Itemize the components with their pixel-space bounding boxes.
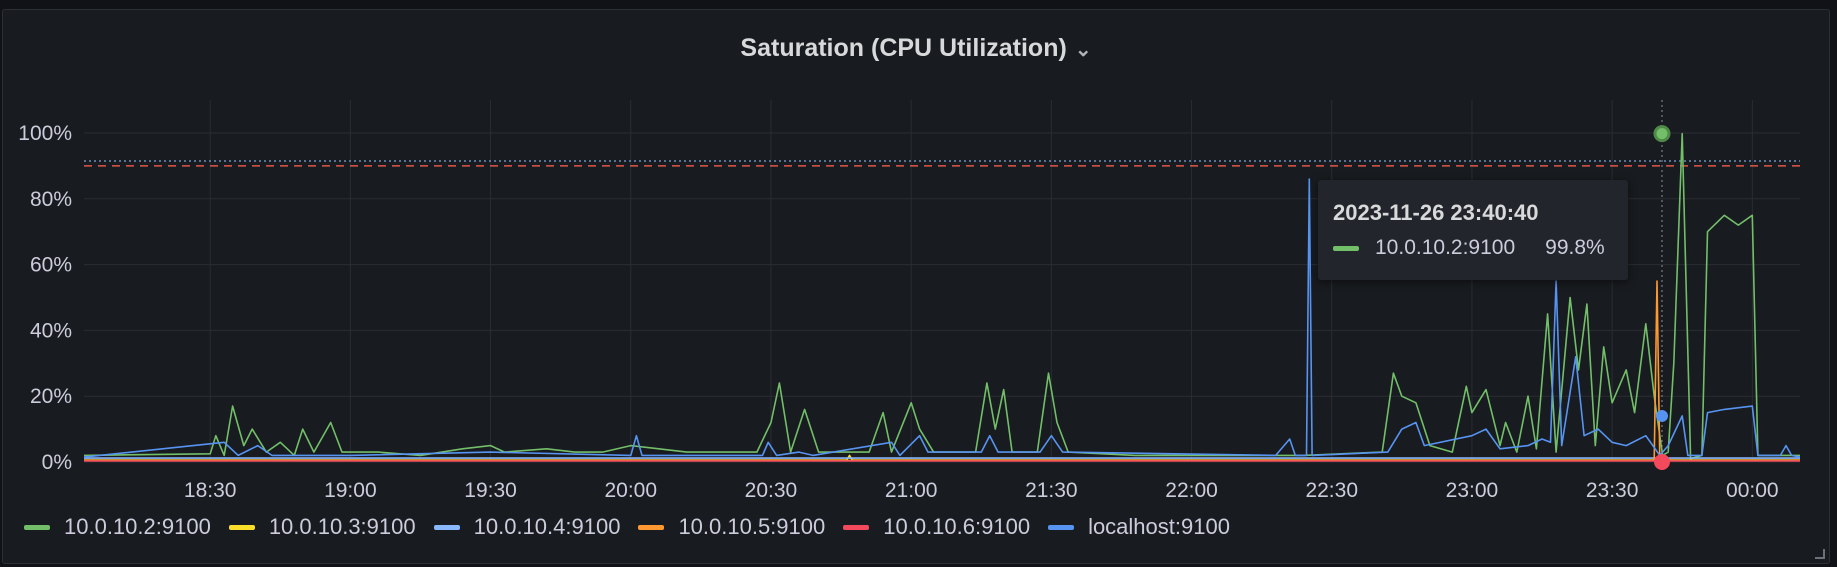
legend-label: 10.0.10.5:9100: [678, 514, 826, 539]
legend-item[interactable]: 10.0.10.2:9100: [24, 514, 211, 540]
panel-title[interactable]: Saturation (CPU Utilization) ⌄: [3, 34, 1829, 63]
x-tick-label: 22:30: [1305, 479, 1358, 502]
x-tick-label: 20:30: [745, 479, 798, 502]
legend-label: 10.0.10.2:9100: [64, 514, 211, 539]
tooltip-time: 2023-11-26 23:40:40: [1333, 200, 1539, 225]
x-tick-label: 21:00: [885, 479, 938, 502]
series-line: [83, 178, 1801, 458]
x-tick-label: 19:00: [324, 479, 377, 502]
tooltip-series-name: 10.0.10.2:9100: [1375, 236, 1516, 259]
legend-swatch: [638, 524, 665, 530]
hover-markers: [1653, 125, 1671, 470]
legend-item[interactable]: 10.0.10.3:9100: [228, 514, 416, 540]
chart-legend: 10.0.10.2:9100 10.0.10.3:9100 10.0.10.4:91…: [24, 514, 1248, 540]
y-tick-label: 80%: [30, 188, 72, 211]
chart-grid: [84, 100, 1800, 463]
legend-swatch: [24, 524, 50, 530]
x-axis-ticks: 18:30 19:00 19:30 20:00 20:30 21:00 21:30 22:00…: [184, 479, 1779, 502]
x-tick-label: 18:30: [184, 479, 237, 502]
x-tick-label: 23:30: [1586, 479, 1639, 502]
legend-item[interactable]: 10.0.10.5:9100: [638, 514, 825, 540]
chart-panel: Saturation (CPU Utilization) ⌄: [2, 9, 1830, 564]
legend-item[interactable]: 10.0.10.4:9100: [433, 514, 621, 540]
hover-point: [1653, 125, 1671, 143]
x-tick-label: 21:30: [1025, 479, 1078, 502]
x-tick-label: 19:30: [464, 479, 517, 502]
tooltip-row: 10.0.10.2:9100 99.8%: [1333, 236, 1605, 260]
y-tick-label: 100%: [18, 122, 72, 145]
hover-tooltip: 2023-11-26 23:40:40 10.0.10.2:9100 99.8%: [1318, 180, 1628, 280]
threshold-lines: [84, 100, 1800, 462]
y-tick-label: 20%: [30, 385, 72, 408]
x-tick-label: 20:00: [604, 479, 657, 502]
y-tick-label: 40%: [30, 319, 72, 342]
resize-handle-icon[interactable]: [1815, 549, 1825, 559]
x-tick-label: 22:00: [1165, 479, 1218, 502]
legend-label: 10.0.10.6:9100: [883, 514, 1031, 539]
legend-swatch: [1048, 524, 1075, 530]
legend-swatch: [228, 524, 255, 530]
legend-label: localhost:9100: [1088, 514, 1230, 539]
legend-swatch: [433, 524, 460, 530]
panel-title-text: Saturation (CPU Utilization): [740, 34, 1067, 62]
legend-swatch: [843, 524, 870, 530]
y-tick-label: 60%: [30, 254, 72, 277]
y-axis-ticks: 0% 20% 40% 60% 80% 100%: [18, 122, 72, 474]
legend-item[interactable]: 10.0.10.6:9100: [843, 514, 1030, 540]
x-tick-label: 00:00: [1726, 479, 1779, 502]
hover-point: [1655, 409, 1668, 422]
x-tick-label: 23:00: [1446, 479, 1499, 502]
chevron-down-icon[interactable]: ⌄: [1074, 39, 1092, 61]
hover-point: [1653, 454, 1670, 470]
legend-item[interactable]: localhost:9100: [1048, 514, 1230, 540]
tooltip-value: 99.8%: [1545, 236, 1605, 259]
tooltip-series-swatch: [1333, 245, 1359, 251]
legend-label: 10.0.10.4:9100: [473, 514, 621, 539]
y-tick-label: 0%: [42, 451, 72, 474]
series-lines: [83, 132, 1801, 462]
legend-label: 10.0.10.3:9100: [268, 514, 416, 539]
